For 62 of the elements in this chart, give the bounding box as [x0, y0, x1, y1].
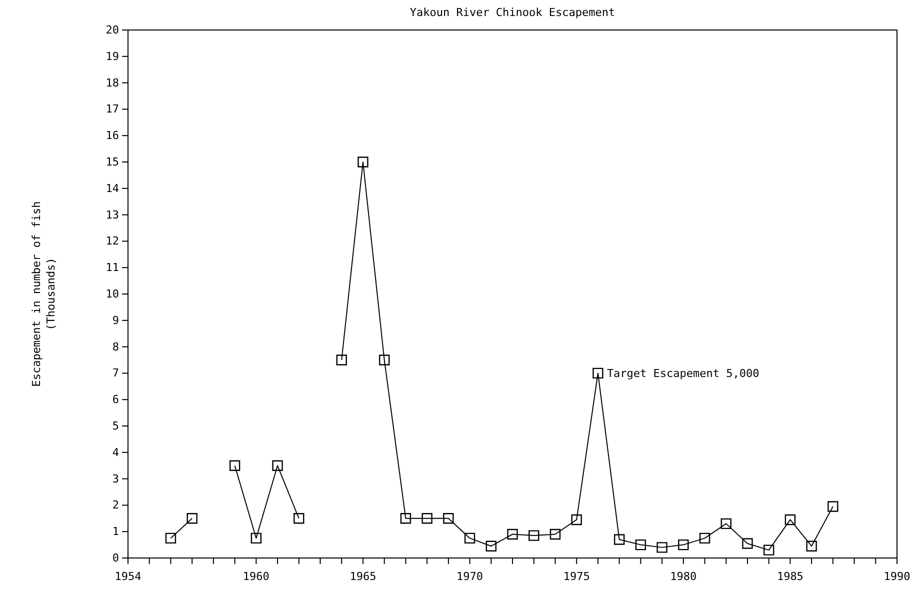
point — [592, 368, 604, 379]
x-tick-label: 1970 — [456, 570, 484, 584]
point — [294, 513, 304, 524]
y-tick-label: 4 — [112, 446, 120, 459]
y-tick-label: 17 — [106, 102, 119, 116]
y-tick-label: 18 — [106, 76, 119, 90]
point — [400, 513, 412, 524]
point — [720, 518, 732, 530]
point — [828, 501, 838, 512]
point — [378, 354, 390, 366]
point — [656, 542, 668, 553]
point — [486, 540, 496, 552]
point — [358, 156, 368, 168]
annotation: Target Escapement 5,000 — [606, 367, 760, 380]
y-tick-label: 13 — [106, 208, 119, 222]
x-tick-label: 1990 — [884, 570, 910, 584]
x-tick-label: 1980 — [670, 570, 697, 584]
point — [507, 528, 518, 540]
point — [635, 539, 646, 550]
y-tick-label: 8 — [112, 340, 119, 354]
y-tick-label: 10 — [106, 288, 119, 301]
y-tick-label: 20 — [106, 24, 119, 37]
x-tick-label: 1960 — [242, 570, 270, 584]
y-tick-label: 19 — [106, 50, 119, 63]
y-tick-label: 2 — [112, 498, 119, 512]
y-tick-label: 16 — [106, 129, 119, 142]
y-tick-label: 6 — [112, 393, 119, 406]
point — [229, 460, 240, 471]
x-tick-label: 1965 — [350, 570, 376, 584]
point — [678, 539, 689, 550]
point — [186, 513, 198, 524]
point — [464, 532, 476, 544]
point — [336, 354, 347, 366]
y-tick-label: 15 — [106, 156, 119, 169]
chart-title: Yakoun River Chinook Escapement — [410, 6, 616, 19]
point — [422, 513, 432, 524]
y-axis-title: Escapement in number of fish (Thousands) — [30, 201, 58, 387]
point — [528, 530, 540, 541]
y-tick-label: 3 — [112, 472, 119, 486]
y-tick-label: 11 — [106, 261, 119, 274]
point — [742, 538, 753, 549]
y-tick-label: 5 — [112, 420, 119, 433]
point — [443, 513, 454, 524]
point — [614, 534, 625, 545]
y-tick-label: 12 — [106, 234, 119, 248]
point — [699, 532, 710, 544]
y-tick-label: 9 — [112, 314, 119, 327]
point — [763, 544, 774, 556]
point — [272, 460, 283, 471]
y-tick-label: 7 — [112, 366, 119, 380]
x-tick-label: 1985 — [776, 570, 804, 584]
x-tick-label: 1954 — [114, 570, 142, 584]
x-tick-label: 1975 — [563, 570, 590, 584]
point — [550, 528, 561, 540]
point — [571, 514, 582, 526]
y-tick-label: 0 — [112, 552, 119, 565]
y-tick-label: 1 — [112, 525, 119, 538]
point — [250, 532, 262, 544]
point — [165, 532, 176, 544]
point — [784, 514, 796, 526]
point — [806, 540, 817, 552]
y-tick-label: 14 — [106, 182, 120, 195]
